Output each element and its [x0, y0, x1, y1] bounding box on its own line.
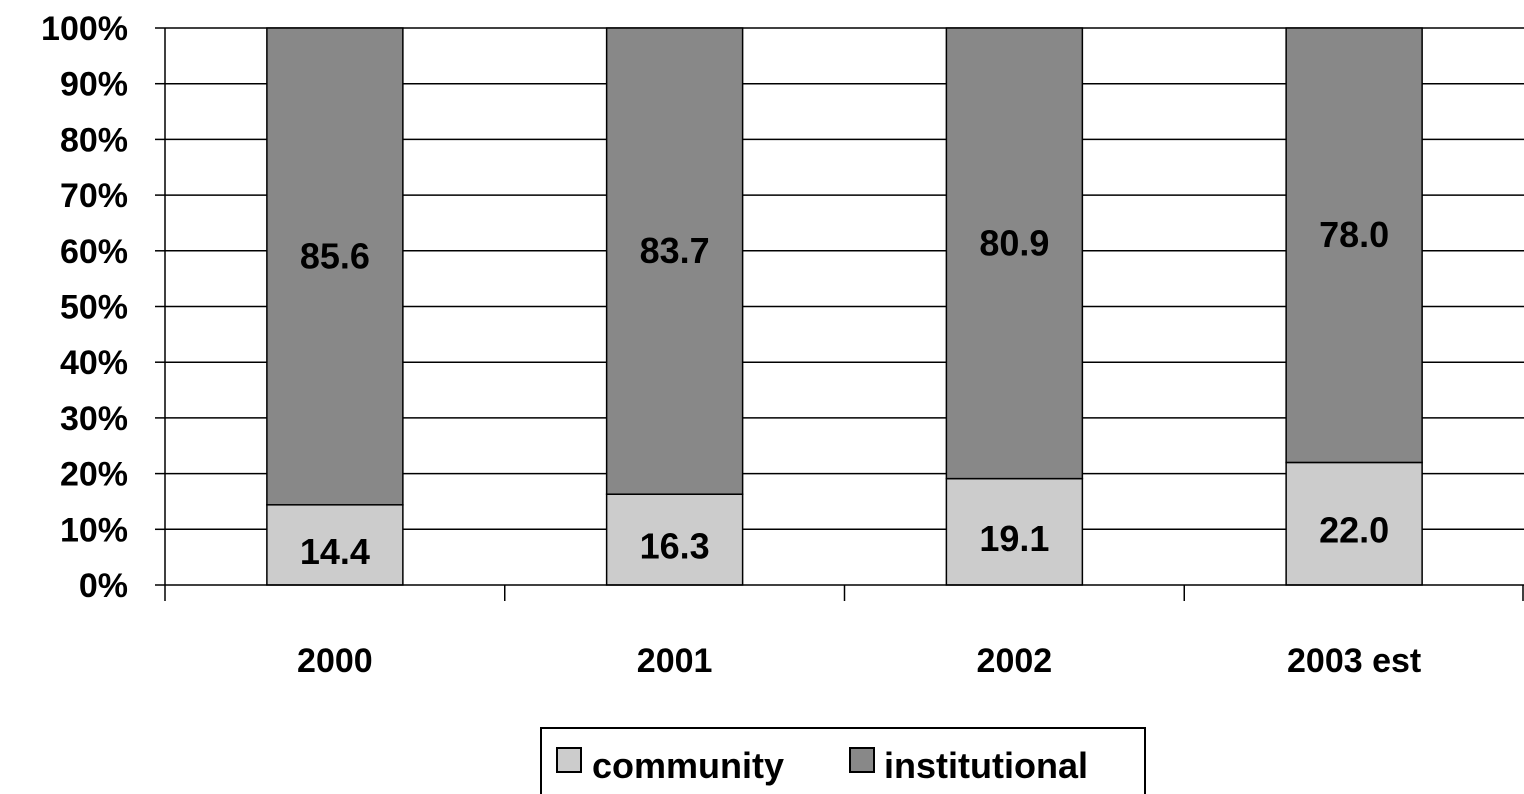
- y-tick-label: 100%: [41, 10, 128, 48]
- y-tick-label: 70%: [60, 177, 128, 215]
- bar-institutional: [266, 27, 404, 506]
- data-label-institutional: 80.9: [979, 222, 1049, 263]
- axes: [155, 27, 1524, 601]
- data-label-institutional: 85.6: [300, 235, 370, 276]
- data-label-community: 22.0: [1319, 510, 1389, 551]
- y-tick-label: 90%: [60, 66, 128, 104]
- bar-institutional: [1285, 27, 1423, 464]
- legend-label-institutional: institutional: [884, 745, 1088, 786]
- y-tick-label: 20%: [60, 456, 128, 494]
- data-label-institutional: 78.0: [1319, 214, 1389, 255]
- data-label-community: 19.1: [979, 518, 1049, 559]
- legend-swatch-community: [556, 747, 582, 773]
- y-tick-labels: 0% 10% 20% 30% 40% 50% 60% 70% 80% 90% 100%: [41, 10, 128, 605]
- y-tick-label: 50%: [60, 289, 128, 327]
- y-tick-label: 10%: [60, 511, 128, 549]
- data-label-institutional: 83.7: [640, 230, 710, 271]
- y-tick-label: 30%: [60, 400, 128, 438]
- legend: community institutional: [540, 727, 1146, 794]
- y-tick-label: 80%: [60, 121, 128, 159]
- legend-box: [540, 727, 1146, 794]
- bar-institutional: [605, 27, 744, 495]
- bar-community: [945, 477, 1084, 586]
- data-labels: 14.4 85.6 16.3 83.7 19.1 80.9 22.0 78.0: [300, 214, 1389, 572]
- legend-swatch-institutional: [849, 747, 875, 773]
- x-tick-labels: 2000 2001 2002 2003 est: [297, 642, 1421, 680]
- x-tick-label: 2000: [297, 642, 373, 680]
- data-label-community: 16.3: [640, 526, 710, 567]
- legend-label-community: community: [592, 745, 784, 786]
- data-label-community: 14.4: [300, 531, 370, 572]
- x-tick-label: 2001: [637, 642, 713, 680]
- y-tick-label: 40%: [60, 344, 128, 382]
- bar-community: [1285, 461, 1423, 586]
- x-tick-label: 2003 est: [1287, 642, 1421, 680]
- y-tick-label: 0%: [79, 567, 128, 605]
- x-tick-label: 2002: [977, 642, 1053, 680]
- bar-institutional: [945, 27, 1084, 480]
- y-tick-label: 60%: [60, 233, 128, 271]
